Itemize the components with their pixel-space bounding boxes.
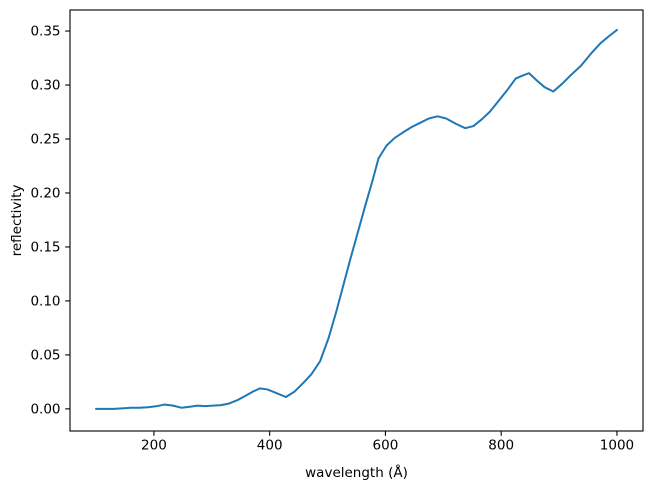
x-tick-label: 600 [373, 438, 399, 454]
y-tick-label: 0.30 [30, 78, 60, 94]
x-tick-label: 1000 [600, 438, 634, 454]
x-axis-label: wavelength (Å) [305, 464, 408, 481]
y-axis-label: reflectivity [9, 185, 25, 257]
y-tick-label: 0.05 [30, 347, 60, 363]
x-tick-label: 400 [257, 438, 283, 454]
x-tick-label: 200 [141, 438, 167, 454]
y-tick-label: 0.25 [30, 131, 60, 147]
x-tick-label: 800 [488, 438, 514, 454]
reflectivity-line [95, 28, 618, 410]
y-tick-label: 0.35 [30, 24, 60, 40]
plot-border [69, 9, 644, 432]
y-tick-label: 0.10 [30, 293, 60, 309]
axis-ticks: 200 400 600 800 1000 0.00 0.05 0.10 0.15 0.20 0.25… [30, 24, 634, 454]
y-tick-label: 0.15 [30, 239, 60, 255]
y-tick-label: 0.20 [30, 185, 60, 201]
y-tick-label: 0.00 [30, 401, 60, 417]
